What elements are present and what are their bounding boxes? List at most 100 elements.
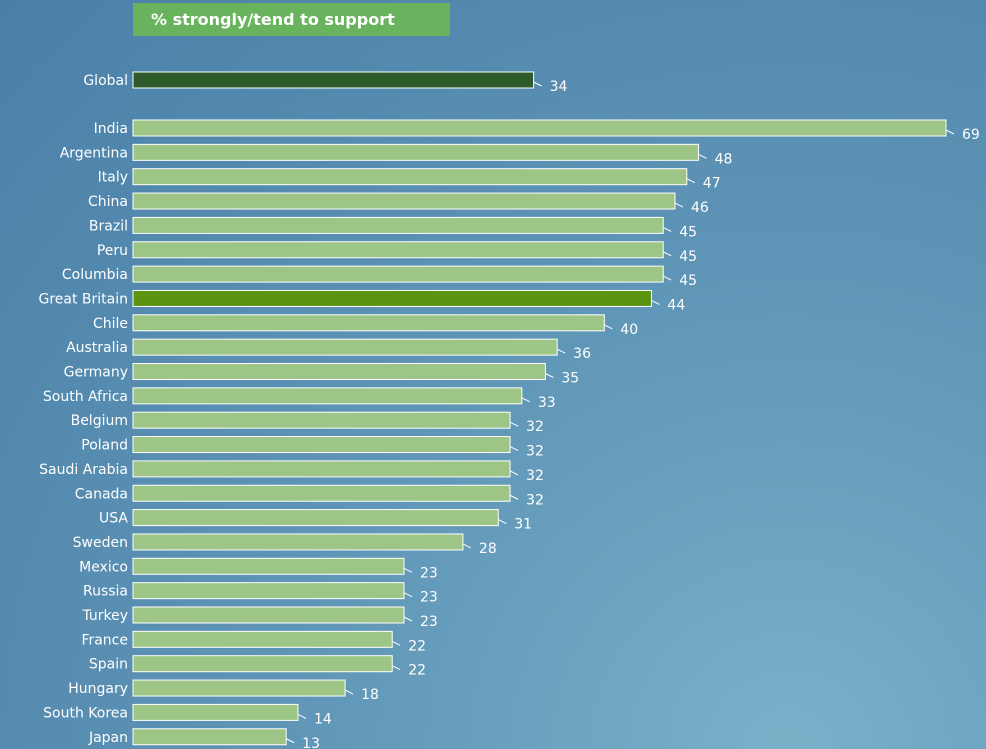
value-label-japan: 13 (302, 736, 320, 749)
bar-germany (132, 363, 546, 380)
leader-line-saudi-arabia (509, 470, 519, 476)
category-label-china: China (88, 194, 128, 210)
value-label-spain: 22 (408, 663, 426, 679)
value-label-columbia: 45 (679, 273, 697, 289)
leader-line-columbia (662, 275, 672, 281)
category-label-great-britain: Great Britain (38, 291, 128, 307)
bar-global (132, 71, 535, 89)
bar-spain (132, 655, 393, 673)
value-label-usa: 31 (514, 517, 532, 533)
category-label-peru: Peru (97, 243, 128, 259)
value-label-india: 69 (962, 127, 980, 143)
value-label-global: 34 (550, 79, 568, 95)
category-label-belgium: Belgium (71, 413, 128, 429)
category-label-india: India (94, 121, 128, 137)
category-label-south-africa: South Africa (43, 389, 128, 405)
leader-line-canada (509, 494, 519, 500)
category-label-argentina: Argentina (60, 145, 128, 161)
bar-sweden (132, 533, 464, 551)
chart-title: % strongly/tend to support (133, 3, 450, 36)
leader-line-japan (285, 738, 295, 744)
leader-line-south-africa (521, 397, 531, 403)
value-label-canada: 32 (526, 492, 544, 508)
value-label-argentina: 48 (715, 151, 733, 167)
value-label-mexico: 23 (420, 565, 438, 581)
category-label-global: Global (83, 73, 128, 89)
value-label-brazil: 45 (679, 224, 697, 240)
bar-japan (132, 728, 287, 746)
bar-belgium (132, 411, 511, 429)
bar-australia (132, 338, 558, 356)
value-label-poland: 32 (526, 444, 544, 460)
bar-great-britain (132, 289, 652, 307)
bar-italy (132, 168, 688, 186)
leader-line-germany (545, 373, 554, 378)
leader-line-india (945, 129, 955, 135)
category-label-poland: Poland (81, 438, 128, 454)
value-label-sweden: 28 (479, 541, 497, 557)
leader-line-france (391, 640, 401, 646)
leader-line-usa (498, 519, 507, 525)
category-label-spain: Spain (89, 657, 128, 673)
category-label-australia: Australia (66, 340, 128, 356)
bar-poland (132, 436, 511, 454)
value-label-china: 46 (691, 200, 709, 216)
category-label-germany: Germany (64, 365, 128, 381)
leader-line-sweden (462, 543, 472, 549)
category-label-usa: USA (99, 511, 128, 527)
leader-line-global (533, 81, 542, 87)
leader-line-south-korea (297, 713, 307, 719)
bar-south-korea (132, 703, 299, 721)
value-label-south-korea: 14 (314, 711, 332, 727)
bar-usa (132, 509, 499, 527)
value-label-hungary: 18 (361, 687, 379, 703)
bar-saudi-arabia (132, 460, 511, 478)
leader-line-poland (509, 446, 519, 451)
value-label-germany: 35 (561, 371, 579, 387)
bar-south-africa (132, 387, 523, 405)
value-label-turkey: 23 (420, 614, 438, 630)
bar-canada (132, 484, 511, 502)
category-label-chile: Chile (93, 316, 128, 332)
category-label-japan: Japan (88, 730, 128, 746)
bar-turkey (132, 606, 405, 624)
category-label-sweden: Sweden (73, 535, 128, 551)
leader-line-chile (604, 324, 613, 330)
leader-line-china (674, 202, 684, 208)
category-label-france: France (81, 632, 128, 648)
category-label-italy: Italy (98, 170, 128, 186)
leader-line-russia (403, 592, 413, 598)
bar-russia (132, 582, 405, 600)
bar-china (132, 192, 676, 210)
value-label-russia: 23 (420, 590, 438, 606)
value-label-great-britain: 44 (667, 297, 685, 313)
bar-peru (132, 241, 664, 259)
bar-brazil (132, 216, 664, 234)
bar-argentina (132, 143, 700, 161)
value-label-south-africa: 33 (538, 395, 556, 411)
leader-line-peru (662, 251, 672, 257)
bar-hungary (132, 679, 346, 697)
category-label-columbia: Columbia (62, 267, 128, 283)
category-label-canada: Canada (75, 486, 128, 502)
value-label-peru: 45 (679, 249, 697, 265)
leader-line-hungary (344, 689, 354, 695)
category-label-saudi-arabia: Saudi Arabia (39, 462, 128, 478)
bar-chile (132, 314, 605, 332)
leader-line-argentina (698, 153, 707, 159)
value-label-france: 22 (408, 638, 426, 654)
bar-mexico (132, 557, 405, 575)
value-label-italy: 47 (703, 176, 721, 192)
bar-india (132, 119, 947, 137)
leader-line-great-britain (651, 300, 660, 305)
leader-line-italy (686, 178, 696, 184)
value-label-saudi-arabia: 32 (526, 468, 544, 484)
leader-line-brazil (662, 226, 672, 232)
leader-line-spain (391, 665, 401, 671)
category-label-turkey: Turkey (81, 608, 128, 624)
value-label-australia: 36 (573, 346, 591, 362)
value-label-belgium: 32 (526, 419, 544, 435)
category-label-mexico: Mexico (79, 559, 128, 575)
category-label-russia: Russia (83, 584, 128, 600)
